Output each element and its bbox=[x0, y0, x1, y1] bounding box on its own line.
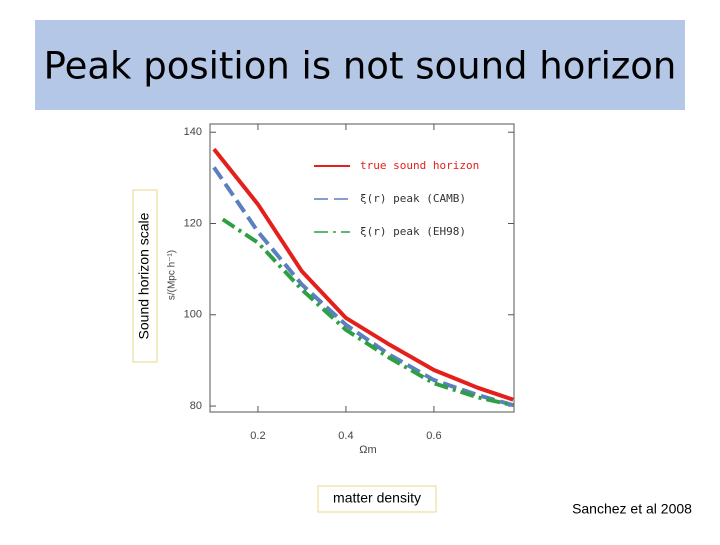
bottom-label-box bbox=[317, 485, 437, 513]
x-tick-label: 0.4 bbox=[338, 430, 353, 442]
data-line bbox=[212, 147, 514, 402]
y-tick-label: 140 bbox=[184, 126, 202, 138]
x-axis-label: Ωm bbox=[359, 444, 376, 456]
y-tick-label: 80 bbox=[190, 400, 202, 412]
side-label-box bbox=[132, 189, 158, 363]
y-axis-label: s/(Mpc h⁻¹) bbox=[167, 250, 178, 300]
y-tick-label: 120 bbox=[184, 217, 202, 229]
legend-label: ξ(r) peak (CAMB) bbox=[360, 192, 466, 205]
plot-frame bbox=[209, 123, 515, 413]
data-line bbox=[212, 166, 514, 408]
slide-title: Peak position is not sound horizon bbox=[44, 45, 677, 88]
bottom-label: matter density bbox=[333, 490, 421, 506]
side-label: Sound horizon scale bbox=[136, 212, 152, 339]
legend-label: ξ(r) peak (EH98) bbox=[360, 225, 466, 238]
title-box bbox=[35, 20, 685, 110]
x-tick-label: 0.6 bbox=[426, 430, 441, 442]
legend-label: true sound horizon bbox=[360, 159, 479, 172]
data-line bbox=[221, 217, 514, 408]
x-tick-label: 0.2 bbox=[250, 430, 265, 442]
y-tick-label: 100 bbox=[184, 309, 202, 321]
credit: Sanchez et al 2008 bbox=[572, 501, 692, 517]
